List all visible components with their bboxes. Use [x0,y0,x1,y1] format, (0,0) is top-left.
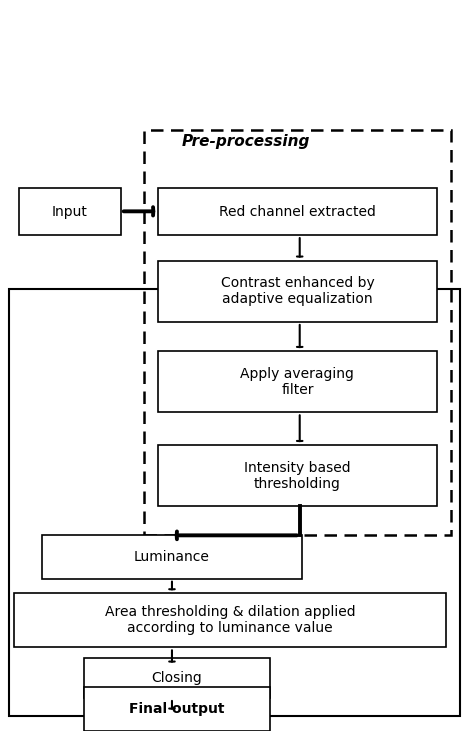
FancyBboxPatch shape [84,658,270,698]
Text: Closing: Closing [151,671,202,685]
Text: Input: Input [52,204,88,218]
Text: Pre-processing: Pre-processing [181,134,310,148]
FancyBboxPatch shape [42,535,302,579]
Text: Intensity based
thresholding: Intensity based thresholding [244,461,351,491]
Text: Final output: Final output [129,702,224,716]
Text: Area thresholding & dilation applied
according to luminance value: Area thresholding & dilation applied acc… [105,605,356,635]
FancyBboxPatch shape [158,261,437,322]
Text: Luminance: Luminance [134,550,210,564]
FancyBboxPatch shape [18,188,121,235]
FancyBboxPatch shape [158,351,437,413]
FancyBboxPatch shape [158,188,437,235]
FancyBboxPatch shape [9,289,460,716]
Text: Contrast enhanced by
adaptive equalization: Contrast enhanced by adaptive equalizati… [220,276,374,306]
FancyBboxPatch shape [158,445,437,506]
Text: Red channel extracted: Red channel extracted [219,204,376,218]
Text: Apply averaging
filter: Apply averaging filter [240,367,355,397]
FancyBboxPatch shape [84,687,270,731]
FancyBboxPatch shape [14,593,446,647]
